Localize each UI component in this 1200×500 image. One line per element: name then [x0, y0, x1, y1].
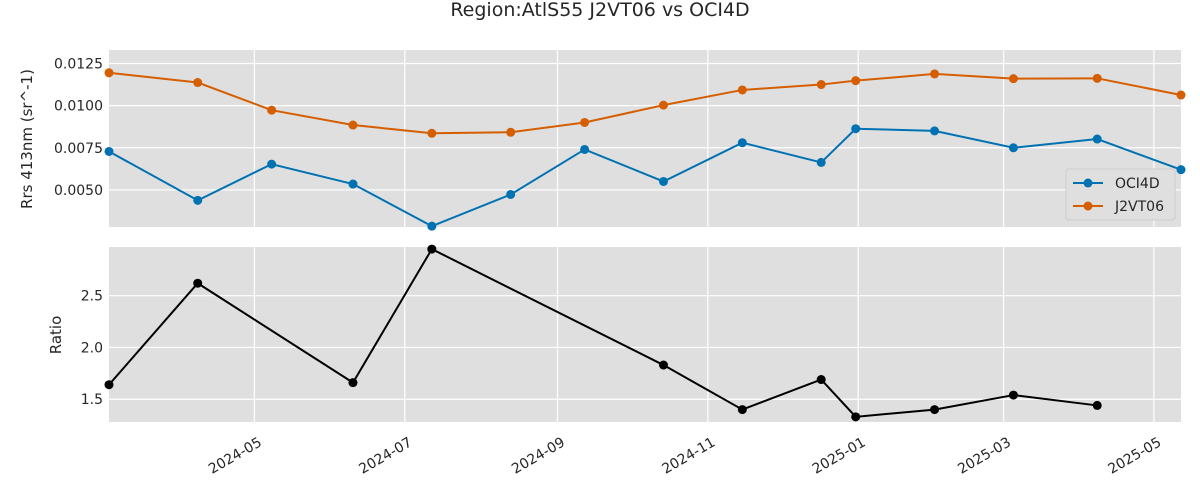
- data-point: [816, 157, 826, 167]
- y-tick-label: 0.0075: [54, 141, 103, 157]
- chart-title: Region:AtlS55 J2VT06 vs OCI4D: [450, 0, 749, 21]
- data-point: [427, 244, 437, 254]
- data-point: [930, 126, 940, 136]
- y-tick-label: 0.0100: [54, 99, 103, 115]
- legend-label: OCI4D: [1115, 176, 1160, 192]
- data-point: [737, 405, 747, 415]
- data-point: [816, 375, 826, 385]
- data-point: [104, 68, 114, 78]
- data-point: [267, 105, 277, 115]
- data-point: [427, 128, 437, 138]
- x-tick-labels: 2024-05 2024-07 2024-09 2024-11 2025-01 2025-…: [206, 435, 1164, 478]
- data-point: [506, 189, 516, 199]
- data-point: [506, 127, 516, 137]
- data-point: [1008, 390, 1018, 400]
- data-point: [930, 405, 940, 415]
- bottom-y-axis-label: Ratio: [47, 316, 65, 355]
- y-tick-label: 2.0: [81, 340, 103, 356]
- data-point: [1008, 74, 1018, 84]
- data-point: [658, 176, 668, 186]
- legend: OCI4D J2VT06: [1065, 168, 1176, 221]
- data-point: [348, 179, 358, 189]
- data-point: [193, 78, 203, 88]
- legend-swatch-marker: [1083, 201, 1093, 211]
- y-tick-label: 0.0050: [54, 183, 103, 199]
- x-tick-label: 2024-07: [356, 435, 415, 478]
- data-point: [104, 380, 114, 390]
- x-tick-label: 2024-11: [659, 435, 718, 478]
- data-point: [851, 76, 861, 86]
- data-point: [658, 100, 668, 110]
- data-point: [1176, 90, 1186, 100]
- data-point: [193, 195, 203, 205]
- bottom-panel: 1.5 2.0 2.5 Ratio: [47, 244, 1181, 422]
- data-point: [737, 85, 747, 95]
- data-point: [427, 221, 437, 231]
- data-point: [580, 117, 590, 127]
- x-tick-label: 2024-05: [206, 435, 265, 478]
- data-point: [1092, 400, 1102, 410]
- x-tick-label: 2025-03: [955, 435, 1014, 478]
- y-tick-label: 2.5: [81, 289, 103, 305]
- top-plot-area: [109, 50, 1181, 227]
- data-point: [930, 69, 940, 79]
- legend-swatch-marker: [1083, 178, 1093, 188]
- data-point: [1092, 134, 1102, 144]
- data-point: [658, 360, 668, 370]
- data-point: [580, 144, 590, 154]
- data-point: [104, 146, 114, 156]
- data-point: [1176, 165, 1186, 175]
- legend-label: J2VT06: [1114, 199, 1164, 215]
- data-point: [348, 378, 358, 388]
- data-point: [1092, 73, 1102, 83]
- y-tick-label: 1.5: [81, 392, 103, 408]
- bottom-plot-area: [109, 247, 1181, 422]
- x-tick-label: 2025-01: [810, 435, 869, 478]
- data-point: [851, 412, 861, 422]
- data-point: [737, 138, 747, 148]
- x-tick-label: 2025-05: [1106, 435, 1165, 478]
- data-point: [1008, 143, 1018, 153]
- top-panel: 0.0050 0.0075 0.0100 0.0125 Rrs 413nm (sr^-…: [18, 50, 1186, 231]
- data-point: [348, 120, 358, 130]
- x-tick-label: 2024-09: [509, 435, 568, 478]
- data-point: [193, 278, 203, 288]
- y-tick-label: 0.0125: [54, 56, 103, 72]
- data-point: [816, 80, 826, 90]
- top-y-axis-label: Rrs 413nm (sr^-1): [18, 69, 36, 209]
- data-point: [851, 124, 861, 134]
- data-point: [267, 159, 277, 169]
- legend-box: [1065, 168, 1176, 221]
